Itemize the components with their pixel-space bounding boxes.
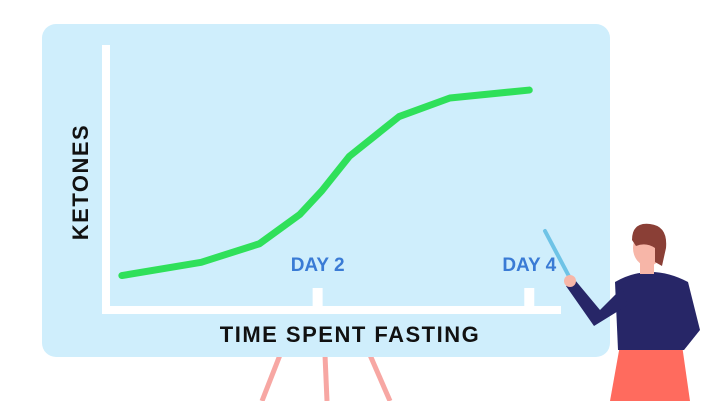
x-tick-label: DAY 2 [291, 255, 345, 276]
x-axis-title: TIME SPENT FASTING [220, 322, 480, 347]
presenter [543, 223, 700, 401]
x-tick [312, 288, 323, 308]
x-tick-label: DAY 4 [502, 255, 556, 276]
plot: DAY 2 DAY 4 [102, 45, 561, 314]
line [118, 86, 533, 280]
easel-legs [259, 354, 393, 401]
y-axis-title: KETONES [68, 124, 93, 240]
x-tick [524, 288, 535, 308]
